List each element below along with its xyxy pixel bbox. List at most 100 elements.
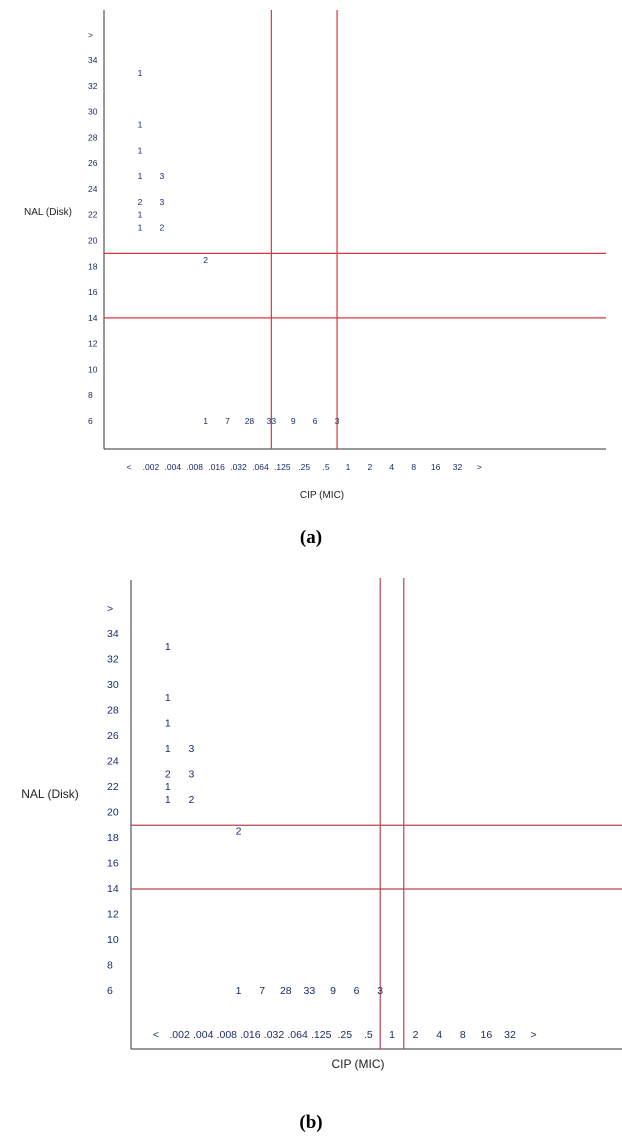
y-tick-label: 34 (107, 628, 119, 640)
x-tick-label: .5 (364, 1029, 373, 1041)
x-tick-label: 32 (453, 462, 463, 472)
cell-count: 3 (188, 743, 194, 755)
x-axis-title: CIP (MIC) (300, 490, 344, 501)
cell-count: 3 (188, 768, 194, 780)
y-tick-label: 20 (88, 236, 98, 246)
cell-count: 2 (159, 223, 164, 233)
x-tick-label: .5 (323, 462, 330, 472)
cell-count: 2 (236, 826, 242, 838)
x-tick-label: .125 (311, 1029, 332, 1041)
y-tick-label: 18 (107, 832, 119, 844)
x-tick-label: 16 (481, 1029, 493, 1041)
cell-count: 1 (138, 171, 143, 181)
chart-a: >34 32 30 28 26 24 22 20 18 16 14 12 10 8 6 < .002.004.0… (0, 0, 622, 515)
x-tick-label: 2 (368, 462, 373, 472)
y-tick-label: 26 (107, 730, 119, 742)
cell-count: 7 (259, 985, 265, 997)
y-tick-label: 30 (88, 107, 98, 117)
cell-count: 1 (165, 717, 171, 729)
cell-count: 1 (138, 119, 143, 129)
y-tick-label: 24 (88, 184, 98, 194)
cell-count: 2 (188, 794, 194, 806)
y-tick-label: 22 (107, 781, 119, 793)
cell-count: 28 (280, 985, 292, 997)
y-tick-label: 28 (107, 705, 119, 717)
x-tick-label: .064 (252, 462, 269, 472)
x-tick-label: 4 (389, 462, 394, 472)
x-tick-label: .016 (240, 1029, 261, 1041)
x-tick-label: 16 (431, 462, 441, 472)
y-tick-label: > (88, 30, 93, 40)
x-tick-label: .25 (337, 1029, 352, 1041)
x-tick-label: .002 (143, 462, 160, 472)
x-tick-label: .25 (298, 462, 310, 472)
y-tick-label: 12 (88, 339, 98, 349)
x-tick-label: 1 (346, 462, 351, 472)
caption-b: (b) (299, 1112, 323, 1133)
x-tick-label: 32 (504, 1029, 516, 1041)
cell-count: 1 (165, 781, 171, 793)
cell-count: 1 (165, 743, 171, 755)
y-tick-label: 14 (88, 313, 98, 323)
x-tick-label: .008 (217, 1029, 238, 1041)
y-tick-label: 8 (88, 390, 93, 400)
cell-count: 28 (245, 416, 255, 426)
y-tick-label: 6 (107, 985, 113, 997)
caption-a: (a) (299, 527, 323, 548)
x-tick-label: 8 (460, 1029, 466, 1041)
x-tick-label: 8 (411, 462, 416, 472)
y-tick-label: 20 (107, 807, 119, 819)
x-tick-label: .004 (193, 1029, 214, 1041)
cell-count: 33 (304, 985, 316, 997)
cell-count: 9 (330, 985, 336, 997)
cell-count: 3 (159, 197, 164, 207)
x-tick-label: < (153, 1029, 159, 1041)
x-tick-label: .064 (287, 1029, 308, 1041)
x-tick-label: .125 (274, 462, 291, 472)
cell-count: 1 (138, 145, 143, 155)
cell-count: 1 (165, 692, 171, 704)
y-tick-label: 10 (107, 934, 119, 946)
x-tick-label: > (531, 1029, 537, 1041)
cell-count: 3 (377, 985, 383, 997)
x-tick-label: < (127, 462, 132, 472)
x-tick-label: .002 (169, 1029, 190, 1041)
x-tick-label: > (477, 462, 482, 472)
y-tick-label: 14 (107, 883, 119, 895)
y-tick-label: 22 (88, 210, 98, 220)
y-tick-label: 24 (107, 756, 119, 768)
y-tick-label: 16 (107, 858, 119, 870)
x-tick-label: .008 (186, 462, 203, 472)
y-tick-label: 18 (88, 261, 98, 271)
x-tick-label: 2 (413, 1029, 419, 1041)
x-tick-label: .004 (165, 462, 182, 472)
x-tick-label: 1 (389, 1029, 395, 1041)
y-tick-label: 28 (88, 132, 98, 142)
y-tick-label: 32 (107, 654, 119, 666)
cell-count: 6 (354, 985, 360, 997)
y-tick-label: 10 (88, 364, 98, 374)
x-tick-label: 4 (436, 1029, 442, 1041)
x-tick-label: .032 (264, 1029, 285, 1041)
cell-count: 2 (203, 255, 208, 265)
x-tick-label: .016 (208, 462, 225, 472)
cell-count: 9 (291, 416, 296, 426)
y-tick-label: 32 (88, 81, 98, 91)
cell-count: 2 (165, 768, 171, 780)
y-tick-label: 12 (107, 909, 119, 921)
cell-count: 6 (313, 416, 318, 426)
cell-count: 1 (138, 68, 143, 78)
cell-count: 2 (138, 197, 143, 207)
cell-count: 1 (236, 985, 242, 997)
y-tick-label: 30 (107, 679, 119, 691)
cell-count: 7 (225, 416, 230, 426)
cell-count: 1 (165, 641, 171, 653)
x-tick-label: .032 (230, 462, 247, 472)
cell-count: 33 (267, 416, 277, 426)
y-tick-label: 26 (88, 158, 98, 168)
cell-count: 1 (138, 210, 143, 220)
cell-count: 1 (203, 416, 208, 426)
x-axis-title: CIP (MIC) (331, 1057, 384, 1071)
